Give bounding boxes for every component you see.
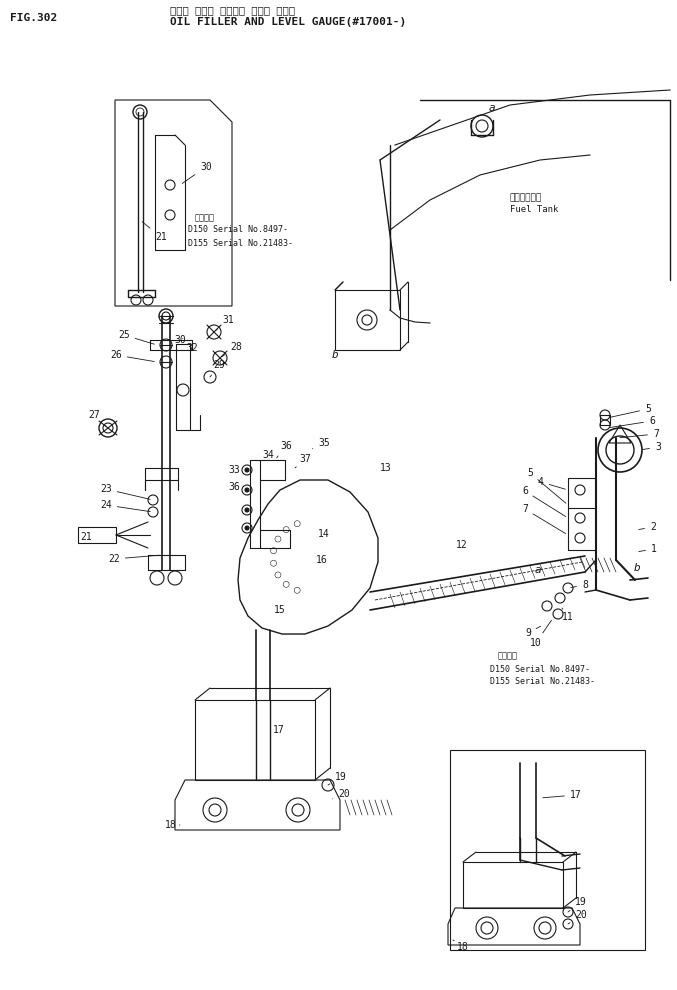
Circle shape [245, 508, 249, 512]
Text: 4: 4 [538, 477, 565, 489]
Text: 17: 17 [543, 790, 582, 800]
Text: 35: 35 [313, 438, 330, 448]
Text: 7: 7 [619, 429, 659, 439]
Text: b: b [332, 350, 338, 360]
Text: 33: 33 [228, 465, 240, 475]
Text: a: a [535, 565, 542, 575]
Text: Fuel Tank: Fuel Tank [510, 206, 559, 215]
Text: 18: 18 [165, 820, 180, 830]
Text: 28: 28 [222, 342, 242, 356]
Text: 17: 17 [273, 725, 285, 735]
Circle shape [245, 468, 249, 472]
Text: 15: 15 [274, 605, 286, 615]
Text: 26: 26 [110, 350, 154, 361]
Text: 30: 30 [174, 335, 185, 345]
Text: 34: 34 [262, 450, 274, 460]
Text: 1: 1 [638, 544, 657, 554]
Text: 8: 8 [571, 580, 588, 590]
Text: 7: 7 [522, 504, 565, 534]
Text: 6: 6 [610, 416, 655, 428]
Text: 16: 16 [316, 555, 328, 565]
Text: 23: 23 [100, 484, 150, 499]
Text: OIL FILLER AND LEVEL GAUGE(#17001-): OIL FILLER AND LEVEL GAUGE(#17001-) [170, 17, 406, 27]
Text: フェルタンク: フェルタンク [510, 193, 542, 203]
Text: FIG.302: FIG.302 [10, 13, 58, 23]
Text: 22: 22 [108, 554, 159, 564]
Text: 37: 37 [295, 454, 311, 468]
Text: 2: 2 [638, 522, 656, 532]
Bar [78, 527, 116, 543]
Text: D150 Serial No.8497-: D150 Serial No.8497- [188, 226, 288, 235]
Text: b: b [634, 563, 640, 573]
Text: 6: 6 [522, 486, 566, 517]
Text: オイル フィラ オヨビー レベル ゲージ: オイル フィラ オヨビー レベル ゲージ [170, 5, 295, 15]
Text: 21: 21 [80, 532, 92, 542]
Text: 14: 14 [318, 529, 330, 539]
Text: 25: 25 [118, 330, 154, 345]
Text: 13: 13 [380, 463, 392, 473]
Text: a: a [489, 103, 496, 113]
Text: 適用号等: 適用号等 [498, 651, 518, 660]
Text: 27: 27 [88, 410, 106, 426]
Text: 5: 5 [610, 404, 651, 418]
Circle shape [245, 488, 249, 492]
Text: 21: 21 [142, 222, 167, 242]
Text: 20: 20 [332, 789, 350, 799]
Text: 3: 3 [642, 442, 661, 452]
Text: 32: 32 [186, 343, 198, 353]
Text: 29: 29 [210, 360, 225, 377]
Text: 11: 11 [562, 608, 573, 622]
Text: 12: 12 [456, 540, 468, 550]
Text: 36: 36 [228, 482, 240, 492]
Text: D155 Serial No.21483-: D155 Serial No.21483- [490, 676, 595, 685]
Text: 18: 18 [453, 940, 468, 952]
Text: D155 Serial No.21483-: D155 Serial No.21483- [188, 239, 293, 248]
Text: 24: 24 [100, 500, 150, 512]
Text: 20: 20 [568, 910, 587, 924]
Text: 36: 36 [277, 441, 292, 457]
Text: 適用号等: 適用号等 [195, 214, 215, 223]
Text: 30: 30 [182, 162, 212, 183]
Text: D150 Serial No.8497-: D150 Serial No.8497- [490, 664, 590, 673]
Text: 19: 19 [328, 772, 347, 785]
Text: 5: 5 [527, 468, 566, 503]
Circle shape [245, 526, 249, 530]
Text: 9: 9 [525, 627, 540, 638]
Text: 19: 19 [568, 897, 587, 912]
Text: 31: 31 [216, 315, 234, 331]
Text: 10: 10 [530, 621, 552, 648]
